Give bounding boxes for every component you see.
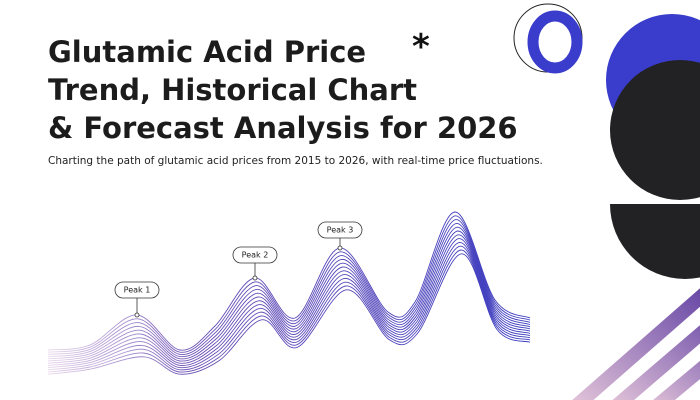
- wave-line: [47, 226, 531, 360]
- wave-line: [47, 230, 531, 362]
- wave-line: [47, 222, 531, 358]
- wave-line: [47, 234, 531, 364]
- title-line: Trend, Historical Chart: [48, 73, 417, 107]
- peak-label: Peak 2: [242, 251, 269, 260]
- peak-labels: Peak 1 Peak 2 Peak 3: [114, 221, 363, 318]
- subtitle: Charting the path of glutamic acid price…: [48, 155, 543, 167]
- waves: [47, 211, 531, 375]
- dark-disc: [610, 60, 700, 200]
- title-line: Glutamic Acid Price: [48, 35, 366, 69]
- peak-dot: [134, 312, 140, 318]
- peak-pill: [114, 281, 160, 299]
- half-disc: [610, 204, 700, 279]
- decor: *: [412, 3, 700, 400]
- wave-line: [47, 245, 531, 371]
- wave-line: [47, 238, 531, 366]
- peak-label: Peak 3: [327, 226, 354, 235]
- peak-dot: [252, 275, 258, 281]
- peak-dot: [337, 245, 343, 251]
- wave-line: [47, 219, 531, 355]
- peak-label: Peak 1: [124, 286, 151, 295]
- asterisk: *: [412, 27, 430, 67]
- wave-line: [47, 241, 531, 369]
- wave-line: [47, 249, 531, 373]
- peak-pill: [232, 246, 278, 264]
- stripes: [572, 288, 700, 400]
- wave-line: [47, 211, 531, 351]
- peak-pill: [317, 221, 363, 239]
- title-line: & Forecast Analysis for 2026: [48, 111, 518, 145]
- wave-line: [47, 253, 531, 375]
- wave-line: [47, 215, 531, 353]
- ring-blue: [527, 10, 583, 74]
